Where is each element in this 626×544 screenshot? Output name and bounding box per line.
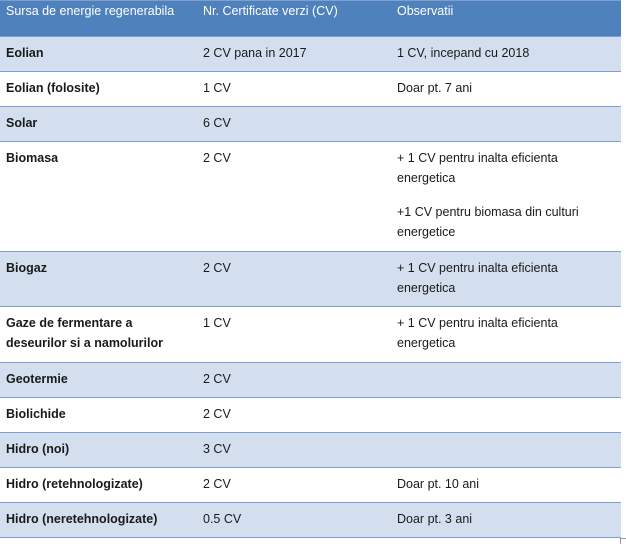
cell-notes <box>391 432 621 468</box>
cell-cv: 0.5 CV <box>197 502 391 538</box>
cell-notes: Doar pt. 10 ani <box>391 467 621 503</box>
table-row: Geotermie 2 CV <box>0 362 621 398</box>
table-row: Hidro (noi) 3 CV <box>0 432 621 468</box>
cell-cv: 2 CV <box>197 467 391 503</box>
note-text: + 1 CV pentru inalta eficienta energetic… <box>397 261 558 295</box>
header-notes: Observatii <box>391 0 621 37</box>
cell-source: Eolian <box>0 36 197 72</box>
cell-notes <box>391 362 621 398</box>
cell-notes <box>391 106 621 142</box>
table-body: Eolian 2 CV pana in 2017 1 CV, incepand cu… <box>0 36 621 538</box>
cell-notes: + 1 CV pentru inalta eficienta energetic… <box>391 306 621 363</box>
cell-source: Biomasa <box>0 141 197 252</box>
table-row: Biogaz 2 CV + 1 CV pentru inalta eficienta… <box>0 251 621 307</box>
cell-source: Eolian (folosite) <box>0 71 197 107</box>
table-row: Eolian 2 CV pana in 2017 1 CV, incepand cu… <box>0 36 621 72</box>
cell-cv: 2 CV pana in 2017 <box>197 36 391 72</box>
cell-notes <box>391 397 621 433</box>
note-text: +1 CV pentru biomasa din culturi energet… <box>397 205 579 239</box>
note-text: + 1 CV pentru inalta eficienta energetic… <box>397 316 558 350</box>
note-text: Doar pt. 10 ani <box>397 477 479 491</box>
cell-notes: 1 CV, incepand cu 2018 <box>391 36 621 72</box>
table-row: Biomasa 2 CV + 1 CV pentru inalta eficient… <box>0 141 621 252</box>
cell-source: Hidro (neretehnologizate) <box>0 502 197 538</box>
table-row: Gaze de fermentare a deseurilor si a nam… <box>0 306 621 363</box>
cell-source: Biolichide <box>0 397 197 433</box>
cell-notes: Doar pt. 7 ani <box>391 71 621 107</box>
table-row: Eolian (folosite) 1 CV Doar pt. 7 ani <box>0 71 621 107</box>
cell-cv: 1 CV <box>197 71 391 107</box>
cell-source: Hidro (retehnologizate) <box>0 467 197 503</box>
cell-cv: 2 CV <box>197 251 391 307</box>
table-row: Hidro (neretehnologizate) 0.5 CV Doar pt. … <box>0 502 621 538</box>
note-text: + 1 CV pentru inalta eficienta energetic… <box>397 151 558 185</box>
table-row: Biolichide 2 CV <box>0 397 621 433</box>
cell-notes: + 1 CV pentru inalta eficienta energetic… <box>391 251 621 307</box>
cell-source: Geotermie <box>0 362 197 398</box>
cell-notes: + 1 CV pentru inalta eficienta energetic… <box>391 141 621 252</box>
resize-corner <box>620 538 626 544</box>
cell-cv: 2 CV <box>197 397 391 433</box>
cell-source: Biogaz <box>0 251 197 307</box>
cell-cv: 3 CV <box>197 432 391 468</box>
cell-cv: 2 CV <box>197 141 391 252</box>
header-cv: Nr. Certificate verzi (CV) <box>197 0 391 37</box>
cell-source: Solar <box>0 106 197 142</box>
header-row: Sursa de energie regenerabila Nr. Certif… <box>0 0 621 37</box>
cell-notes: Doar pt. 3 ani <box>391 502 621 538</box>
table-row: Solar 6 CV <box>0 106 621 142</box>
note-text: 1 CV, incepand cu 2018 <box>397 46 530 60</box>
note-text: Doar pt. 3 ani <box>397 512 473 526</box>
note-text: Doar pt. 7 ani <box>397 81 473 95</box>
cell-cv: 2 CV <box>197 362 391 398</box>
cell-source: Gaze de fermentare a deseurilor si a nam… <box>0 306 197 363</box>
cell-cv: 1 CV <box>197 306 391 363</box>
table-row: Hidro (retehnologizate) 2 CV Doar pt. 10 a… <box>0 467 621 503</box>
cell-source: Hidro (noi) <box>0 432 197 468</box>
cell-cv: 6 CV <box>197 106 391 142</box>
header-source: Sursa de energie regenerabila <box>0 0 197 37</box>
